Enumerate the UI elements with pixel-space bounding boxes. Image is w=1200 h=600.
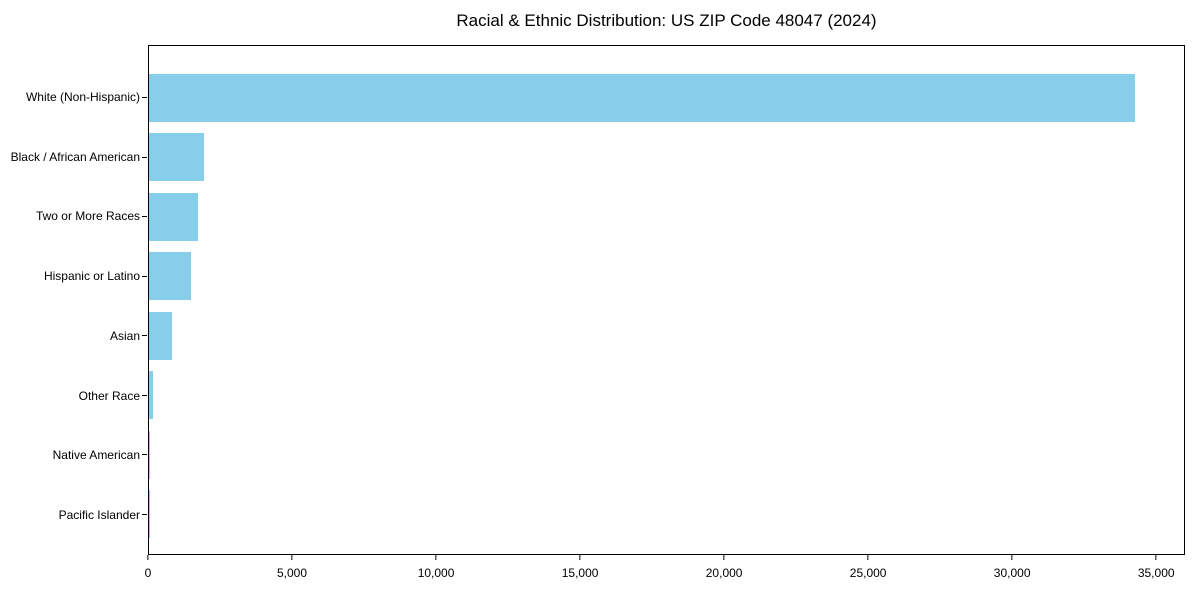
bar	[149, 252, 191, 301]
bar-row	[142, 306, 1184, 366]
x-axis-ticks: 0 5,000 10,000 15,000 20,000 25,000 30,000 35,0…	[144, 555, 1185, 595]
y-tick-mark	[142, 335, 147, 337]
x-tick-mark	[579, 555, 581, 560]
x-tick-mark	[147, 555, 149, 560]
bar	[149, 73, 1136, 122]
y-tick-mark	[142, 275, 147, 277]
x-tick-mark	[1011, 555, 1013, 560]
y-tick-mark	[142, 97, 147, 99]
y-tick-mark	[142, 394, 147, 396]
category-label: Pacific Islander	[58, 508, 140, 523]
bar	[149, 371, 154, 420]
bar-row	[142, 366, 1184, 426]
category-label: Asian	[109, 328, 140, 343]
category-label: White (Non-Hispanic)	[25, 89, 140, 104]
bar	[149, 311, 172, 360]
x-tick-mark	[291, 555, 293, 560]
bar-row	[142, 485, 1184, 545]
plot-frame	[142, 45, 1185, 555]
x-tick-mark	[1155, 555, 1157, 560]
bar-row	[142, 128, 1184, 188]
y-axis-labels: White (Non-Hispanic) Black / African Amer…	[0, 45, 140, 555]
x-tick-mark	[723, 555, 725, 560]
bar-row	[142, 68, 1184, 128]
bar	[149, 133, 204, 182]
x-tick-mark	[435, 555, 437, 560]
bar-rows	[142, 46, 1184, 554]
bar-row	[142, 425, 1184, 485]
bar	[149, 430, 150, 479]
x-tick-label: 5,000	[277, 566, 308, 580]
x-tick-label: 25,000	[849, 566, 887, 580]
x-tick-label: 10,000	[417, 566, 455, 580]
category-label: Black / African American	[10, 149, 140, 164]
y-tick-mark	[142, 513, 147, 515]
x-tick-mark	[867, 555, 869, 560]
y-tick-mark	[142, 454, 147, 456]
y-tick-mark	[142, 156, 147, 158]
chart-title: Racial & Ethnic Distribution: US ZIP Cod…	[456, 11, 877, 30]
bar	[149, 192, 198, 241]
bar-row	[142, 247, 1184, 307]
category-label: Native American	[52, 448, 140, 463]
x-tick-label: 15,000	[561, 566, 599, 580]
category-label: Other Race	[78, 388, 140, 403]
category-label: Hispanic or Latino	[43, 269, 140, 284]
x-tick-label: 35,000	[1137, 566, 1175, 580]
x-tick-label: 0	[144, 566, 152, 580]
category-label: Two or More Races	[35, 209, 140, 224]
bar-row	[142, 187, 1184, 247]
x-tick-label: 30,000	[993, 566, 1031, 580]
y-tick-mark	[142, 216, 147, 218]
x-tick-label: 20,000	[705, 566, 743, 580]
